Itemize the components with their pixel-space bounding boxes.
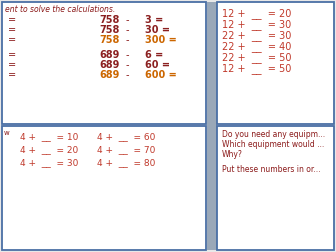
Text: 758: 758 bbox=[100, 35, 120, 45]
Text: 600 =: 600 = bbox=[145, 70, 177, 80]
FancyBboxPatch shape bbox=[2, 2, 206, 124]
Text: Which equipment would ...: Which equipment would ... bbox=[222, 140, 324, 149]
Text: 4 +  __  = 60: 4 + __ = 60 bbox=[97, 132, 155, 141]
Text: 12 +  __  = 30: 12 + __ = 30 bbox=[222, 19, 291, 30]
Text: 758: 758 bbox=[100, 15, 120, 25]
Text: 758: 758 bbox=[100, 25, 120, 35]
Text: 689: 689 bbox=[100, 50, 120, 60]
Text: 12 +  __  = 20: 12 + __ = 20 bbox=[222, 8, 291, 19]
Text: =: = bbox=[8, 25, 16, 35]
Text: 3 =: 3 = bbox=[145, 15, 163, 25]
Text: 689: 689 bbox=[100, 60, 120, 70]
Text: 300 =: 300 = bbox=[145, 35, 177, 45]
Text: -: - bbox=[126, 60, 129, 70]
Bar bbox=[207, 2, 217, 250]
Text: =: = bbox=[8, 70, 16, 80]
Text: 4 +  __  = 70: 4 + __ = 70 bbox=[97, 145, 155, 154]
Text: =: = bbox=[8, 50, 16, 60]
Text: -: - bbox=[126, 50, 129, 60]
Text: 22 +  __  = 30: 22 + __ = 30 bbox=[222, 30, 291, 41]
Text: 22 +  __  = 50: 22 + __ = 50 bbox=[222, 52, 292, 63]
FancyBboxPatch shape bbox=[2, 126, 206, 250]
Text: 30 =: 30 = bbox=[145, 25, 170, 35]
FancyBboxPatch shape bbox=[217, 126, 334, 250]
Text: 4 +  __  = 20: 4 + __ = 20 bbox=[20, 145, 78, 154]
Text: 4 +  __  = 10: 4 + __ = 10 bbox=[20, 132, 78, 141]
Text: 22 +  __  = 40: 22 + __ = 40 bbox=[222, 41, 291, 52]
Text: Why?: Why? bbox=[222, 150, 243, 159]
Text: =: = bbox=[8, 15, 16, 25]
Text: -: - bbox=[126, 25, 129, 35]
Text: 12 +  __  = 50: 12 + __ = 50 bbox=[222, 63, 291, 74]
Text: -: - bbox=[126, 15, 129, 25]
Text: ent to solve the calculations.: ent to solve the calculations. bbox=[5, 5, 115, 14]
Text: 4 +  __  = 30: 4 + __ = 30 bbox=[20, 158, 78, 167]
Text: w: w bbox=[4, 130, 10, 136]
Text: -: - bbox=[126, 70, 129, 80]
Text: =: = bbox=[8, 60, 16, 70]
Text: Put these numbers in or...: Put these numbers in or... bbox=[222, 165, 321, 174]
Text: Do you need any equipm...: Do you need any equipm... bbox=[222, 130, 325, 139]
Text: 689: 689 bbox=[100, 70, 120, 80]
FancyBboxPatch shape bbox=[217, 2, 334, 124]
Text: -: - bbox=[126, 35, 129, 45]
Text: =: = bbox=[8, 35, 16, 45]
Text: 60 =: 60 = bbox=[145, 60, 170, 70]
Text: 4 +  __  = 80: 4 + __ = 80 bbox=[97, 158, 155, 167]
Text: 6 =: 6 = bbox=[145, 50, 163, 60]
